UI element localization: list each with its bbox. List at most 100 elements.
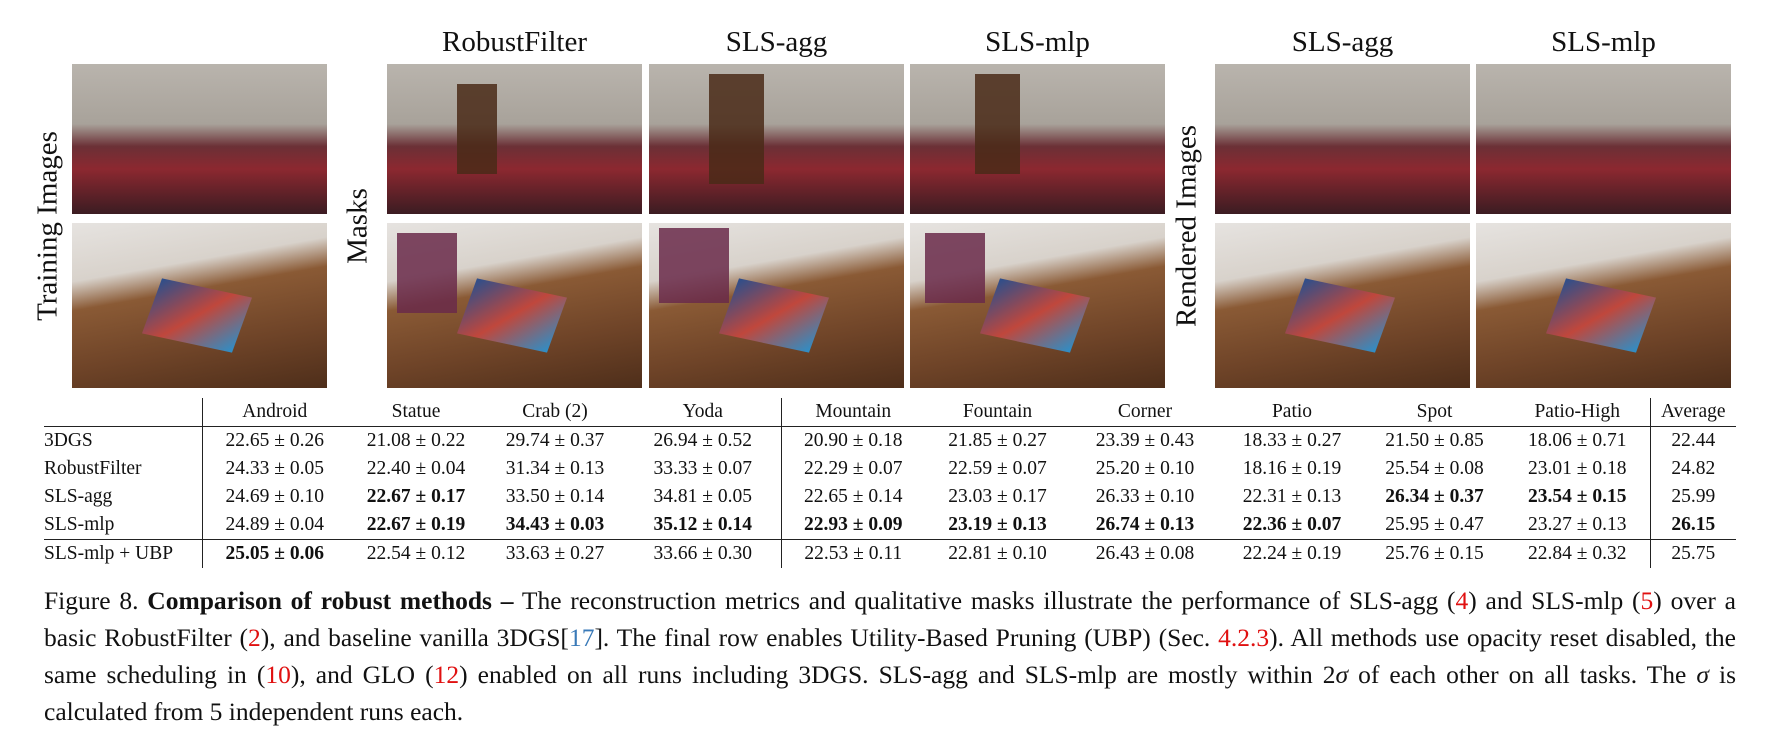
table-cell: 22.65 ± 0.14 (804, 486, 903, 507)
table-cell: 21.08 ± 0.22 (366, 430, 466, 451)
table-cell: 23.03 ± 0.17 (948, 486, 1047, 507)
caption-text: The reconstruction metrics and qualitati… (513, 586, 1456, 615)
header-cell: Corner (1070, 398, 1220, 427)
mask-image (649, 223, 904, 388)
table-cell: 24.33 ± 0.05 (225, 458, 324, 479)
table-cell: 25.75 (1650, 539, 1736, 568)
table-cell: 26.15 (1671, 514, 1716, 535)
table-cell: 31.34 ± 0.13 (505, 458, 605, 479)
caption-text: ), and baseline vanilla 3DGS[ (260, 623, 569, 652)
table-row: RobustFilter 24.33 ± 0.05 22.40 ± 0.04 31.3… (44, 455, 1736, 483)
table-cell: 25.54 ± 0.08 (1385, 458, 1484, 479)
table-cell: 23.39 ± 0.43 (1095, 430, 1195, 451)
header-row: Android Statue Crab (2) Yoda Mountain Fountai… (44, 398, 1736, 427)
table-cell: 33.50 ± 0.14 (505, 486, 605, 507)
caption-text: 10 (265, 660, 291, 689)
caption-text: of each other on all tasks. The (1348, 660, 1697, 689)
table-cell: 22.67 ± 0.17 (366, 486, 466, 507)
table-cell: 24.89 ± 0.04 (225, 514, 324, 535)
table-cell: 26.94 ± 0.52 (625, 426, 782, 455)
row-label: Training Images (31, 131, 64, 321)
table-cell: 22.93 ± 0.09 (804, 514, 903, 535)
header-cell (44, 398, 203, 427)
mask-image (910, 64, 1165, 214)
row-label: RobustFilter (44, 455, 203, 483)
header-cell: Crab (2) (485, 398, 625, 427)
table-cell: 22.67 ± 0.19 (366, 514, 466, 535)
table-cell: 34.43 ± 0.03 (505, 514, 605, 535)
caption: Figure 8. Comparison of robust methods –… (44, 582, 1736, 730)
row-label: 3DGS (44, 426, 203, 455)
table-cell: 21.50 ± 0.85 (1385, 430, 1484, 451)
table-cell: 34.81 ± 0.05 (625, 483, 782, 511)
rendered-image (1215, 223, 1470, 388)
table-cell: 23.19 ± 0.13 (948, 514, 1047, 535)
table-cell: 26.33 ± 0.10 (1095, 486, 1195, 507)
table-cell: 22.53 ± 0.11 (781, 539, 925, 568)
header-cell: Spot (1364, 398, 1505, 427)
caption-text: Figure 8. (44, 586, 148, 615)
table-cell: 23.27 ± 0.13 (1505, 511, 1651, 540)
table-cell: 25.20 ± 0.10 (1095, 458, 1195, 479)
table-cell: 18.16 ± 0.19 (1242, 458, 1342, 479)
table-cell: 24.82 (1671, 458, 1716, 479)
mask-image (387, 64, 642, 214)
table-cell: 22.24 ± 0.19 (1220, 539, 1364, 568)
table-cell: 22.84 ± 0.32 (1505, 539, 1651, 568)
table-row: 3DGS 22.65 ± 0.26 21.08 ± 0.22 29.74 ± 0.37… (44, 426, 1736, 455)
table-cell: 33.33 ± 0.07 (625, 455, 782, 483)
table-cell: 22.54 ± 0.12 (347, 539, 485, 568)
table-cell: 22.36 ± 0.07 (1242, 514, 1342, 535)
column-title: SLS-agg (1291, 26, 1394, 58)
mask-image (910, 223, 1165, 388)
mask-image (649, 64, 904, 214)
rendered-image (1476, 223, 1731, 388)
caption-text: σ (1696, 660, 1709, 689)
table-cell: 26.74 ± 0.13 (1095, 514, 1195, 535)
table-cell: 22.44 (1671, 430, 1716, 451)
column-title: SLS-mlp (985, 26, 1090, 58)
header-cell: Average (1650, 398, 1736, 427)
caption-text: ). All methods use opacity reset disable… (44, 623, 1736, 689)
caption-text: ) and SLS-mlp ( (1468, 586, 1641, 615)
table-cell: 18.33 ± 0.27 (1242, 430, 1342, 451)
row-label: SLS-agg (44, 483, 203, 511)
table-cell: 21.85 ± 0.27 (948, 430, 1047, 451)
table-cell: 35.12 ± 0.14 (625, 511, 782, 540)
table-cell: 22.81 ± 0.10 (925, 539, 1070, 568)
caption-text: ), and GLO ( (290, 660, 434, 689)
table-row: SLS-mlp + UBP 25.05 ± 0.06 22.54 ± 0.12 33.… (44, 539, 1736, 568)
caption-text: σ (1335, 660, 1349, 689)
header-cell: Patio (1220, 398, 1364, 427)
caption-text: 4.2.3 (1218, 623, 1270, 652)
rendered-image (1476, 64, 1731, 214)
caption-text: 12 (433, 660, 460, 689)
table-cell: 22.31 ± 0.13 (1242, 486, 1342, 507)
table-cell: 33.63 ± 0.27 (485, 539, 625, 568)
table-cell: 20.90 ± 0.18 (804, 430, 903, 451)
table-row: SLS-agg 24.69 ± 0.10 22.67 ± 0.17 33.50 ± 0… (44, 483, 1736, 511)
row-label: SLS-mlp (44, 511, 203, 540)
row-label: SLS-mlp + UBP (44, 539, 203, 568)
training-image (72, 64, 327, 214)
column-title: RobustFilter (441, 26, 587, 58)
header-cell: Patio-High (1505, 398, 1651, 427)
table-cell: 29.74 ± 0.37 (505, 430, 605, 451)
table-cell: 25.99 (1671, 486, 1716, 507)
table-cell: 33.66 ± 0.30 (625, 539, 782, 568)
header-cell: Android (202, 398, 347, 427)
column-title: SLS-mlp (1551, 26, 1656, 58)
table-cell: 24.69 ± 0.10 (225, 486, 324, 507)
caption-text: 17 (568, 623, 595, 652)
mask-image (387, 223, 642, 388)
caption-text: 2 (248, 623, 261, 652)
rendered-image (1215, 64, 1470, 214)
results-table: Android Statue Crab (2) Yoda Mountain Fountai… (44, 398, 1736, 568)
table-cell: 26.34 ± 0.37 (1385, 486, 1484, 507)
table-cell: 22.65 ± 0.26 (225, 430, 324, 451)
table-cell: 22.40 ± 0.04 (366, 458, 466, 479)
caption-text: ) enabled on all runs including 3DGS. SL… (459, 660, 1336, 689)
caption-text: 4 (1455, 586, 1469, 615)
table-row: SLS-mlp 24.89 ± 0.04 22.67 ± 0.19 34.43 ± 0… (44, 511, 1736, 540)
